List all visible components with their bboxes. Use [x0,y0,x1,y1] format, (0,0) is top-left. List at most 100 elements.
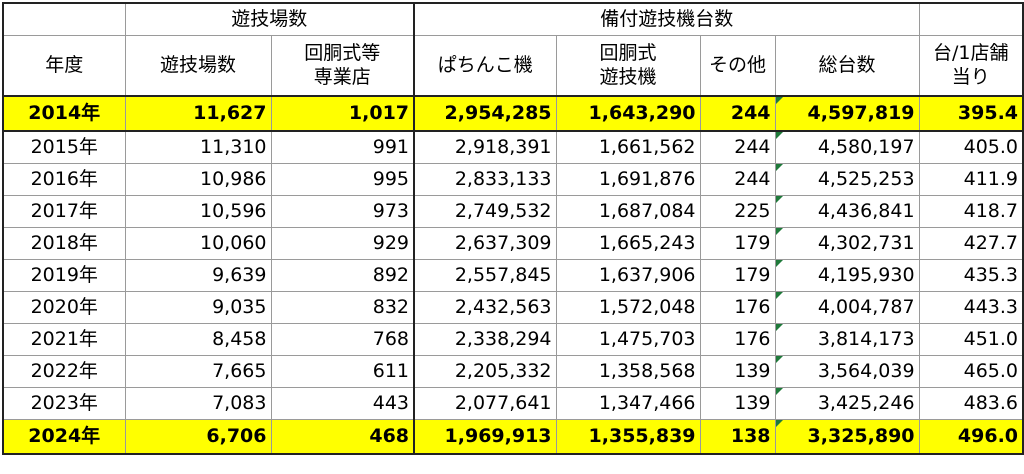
cell-per-store[interactable]: 427.7 [918,227,1024,260]
cell-total[interactable]: 4,597,819 [774,95,920,132]
cell-venues[interactable]: 9,639 [124,259,272,292]
group-header-venues[interactable]: 遊技場数 [124,2,415,36]
cell-pachinko[interactable]: 2,077,641 [413,387,557,420]
cell-pachinko[interactable]: 2,432,563 [413,291,557,324]
col-header-venues[interactable]: 遊技場数 [124,35,272,97]
cell-slot-only[interactable]: 832 [270,291,415,324]
cell-pachinko[interactable]: 2,918,391 [413,130,557,164]
cell-slot-only[interactable]: 611 [270,355,415,388]
cell-slot-machines[interactable]: 1,637,906 [555,259,701,292]
cell-slot-machines[interactable]: 1,347,466 [555,387,701,420]
cell-venues[interactable]: 8,458 [124,323,272,356]
col-header-year[interactable]: 年度 [2,35,126,97]
cell-year[interactable]: 2021年 [2,323,126,356]
cell-pachinko[interactable]: 2,557,845 [413,259,557,292]
header-blank-cell[interactable] [2,2,126,36]
cell-slot-only[interactable]: 892 [270,259,415,292]
cell-per-store[interactable]: 496.0 [918,419,1024,455]
cell-slot-machines[interactable]: 1,691,876 [555,163,701,196]
cell-slot-only[interactable]: 991 [270,130,415,164]
cell-per-store[interactable]: 418.7 [918,195,1024,228]
col-header-total[interactable]: 総台数 [774,35,920,97]
cell-other[interactable]: 179 [699,227,776,260]
cell-other[interactable]: 225 [699,195,776,228]
cell-slot-machines[interactable]: 1,475,703 [555,323,701,356]
cell-total[interactable]: 3,425,246 [774,387,920,420]
cell-total[interactable]: 4,302,731 [774,227,920,260]
cell-pachinko[interactable]: 2,637,309 [413,227,557,260]
cell-total[interactable]: 3,325,890 [774,419,920,455]
cell-venues[interactable]: 11,310 [124,130,272,164]
cell-year[interactable]: 2024年 [2,419,126,455]
cell-venues[interactable]: 7,083 [124,387,272,420]
cell-other[interactable]: 139 [699,387,776,420]
cell-other[interactable]: 176 [699,291,776,324]
cell-per-store[interactable]: 435.3 [918,259,1024,292]
cell-slot-machines[interactable]: 1,687,084 [555,195,701,228]
cell-per-store[interactable]: 483.6 [918,387,1024,420]
cell-venues[interactable]: 10,596 [124,195,272,228]
cell-venues[interactable]: 6,706 [124,419,272,455]
cell-slot-only[interactable]: 768 [270,323,415,356]
cell-pachinko[interactable]: 2,338,294 [413,323,557,356]
cell-per-store[interactable]: 395.4 [918,95,1024,132]
cell-other[interactable]: 244 [699,95,776,132]
cell-slot-machines[interactable]: 1,643,290 [555,95,701,132]
cell-per-store[interactable]: 451.0 [918,323,1024,356]
cell-other[interactable]: 179 [699,259,776,292]
cell-total[interactable]: 4,580,197 [774,130,920,164]
cell-total[interactable]: 4,195,930 [774,259,920,292]
header-blank-cell[interactable] [918,2,1024,36]
cell-pachinko[interactable]: 1,969,913 [413,419,557,455]
cell-slot-only[interactable]: 1,017 [270,95,415,132]
cell-other[interactable]: 244 [699,163,776,196]
cell-year[interactable]: 2019年 [2,259,126,292]
cell-slot-only[interactable]: 929 [270,227,415,260]
cell-slot-machines[interactable]: 1,661,562 [555,130,701,164]
cell-total[interactable]: 3,814,173 [774,323,920,356]
cell-year[interactable]: 2022年 [2,355,126,388]
col-header-other[interactable]: その他 [699,35,776,97]
cell-year[interactable]: 2020年 [2,291,126,324]
cell-other[interactable]: 139 [699,355,776,388]
cell-slot-machines[interactable]: 1,355,839 [555,419,701,455]
cell-per-store[interactable]: 405.0 [918,130,1024,164]
cell-per-store[interactable]: 411.9 [918,163,1024,196]
cell-year[interactable]: 2014年 [2,95,126,132]
cell-year[interactable]: 2015年 [2,130,126,164]
cell-other[interactable]: 244 [699,130,776,164]
col-header-per-store[interactable]: 台/1店舗 当り [918,35,1024,97]
col-header-pachinko[interactable]: ぱちんこ機 [413,35,557,97]
cell-slot-only[interactable]: 973 [270,195,415,228]
cell-slot-only[interactable]: 443 [270,387,415,420]
cell-total[interactable]: 4,004,787 [774,291,920,324]
cell-venues[interactable]: 7,665 [124,355,272,388]
cell-venues[interactable]: 9,035 [124,291,272,324]
cell-pachinko[interactable]: 2,954,285 [413,95,557,132]
cell-venues[interactable]: 10,060 [124,227,272,260]
cell-slot-machines[interactable]: 1,358,568 [555,355,701,388]
cell-year[interactable]: 2017年 [2,195,126,228]
cell-year[interactable]: 2023年 [2,387,126,420]
cell-slot-only[interactable]: 468 [270,419,415,455]
cell-total[interactable]: 4,525,253 [774,163,920,196]
cell-pachinko[interactable]: 2,833,133 [413,163,557,196]
col-header-slot-machines[interactable]: 回胴式 遊技機 [555,35,701,97]
cell-venues[interactable]: 10,986 [124,163,272,196]
cell-pachinko[interactable]: 2,749,532 [413,195,557,228]
cell-per-store[interactable]: 443.3 [918,291,1024,324]
group-header-machines[interactable]: 備付遊技機台数 [413,2,920,36]
cell-other[interactable]: 176 [699,323,776,356]
cell-slot-machines[interactable]: 1,572,048 [555,291,701,324]
cell-pachinko[interactable]: 2,205,332 [413,355,557,388]
cell-slot-only[interactable]: 995 [270,163,415,196]
cell-per-store[interactable]: 465.0 [918,355,1024,388]
cell-year[interactable]: 2018年 [2,227,126,260]
col-header-slot-only[interactable]: 回胴式等 専業店 [270,35,415,97]
cell-venues[interactable]: 11,627 [124,95,272,132]
cell-total[interactable]: 3,564,039 [774,355,920,388]
cell-year[interactable]: 2016年 [2,163,126,196]
cell-slot-machines[interactable]: 1,665,243 [555,227,701,260]
cell-other[interactable]: 138 [699,419,776,455]
cell-total[interactable]: 4,436,841 [774,195,920,228]
